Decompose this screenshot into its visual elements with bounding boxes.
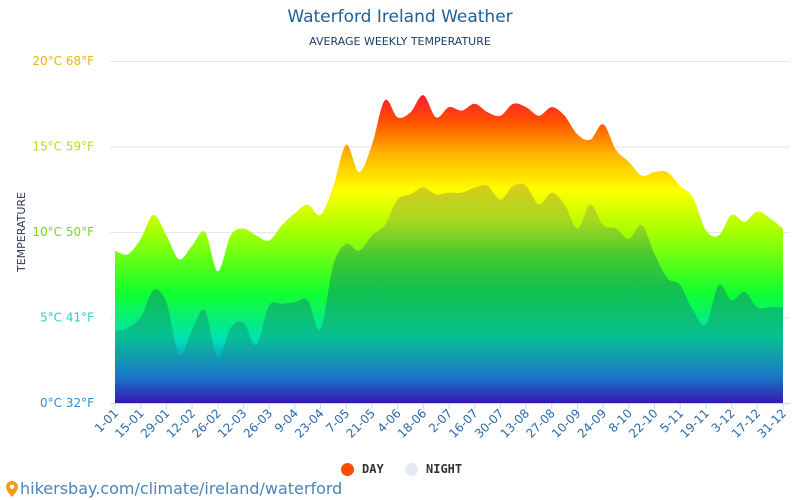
x-tick-label: 26-03	[241, 406, 276, 441]
x-tick-label: 18-06	[395, 406, 430, 441]
night-series-area	[115, 183, 783, 403]
x-tick-label: 21-05	[343, 406, 378, 441]
legend-day[interactable]: DAY	[341, 462, 384, 476]
y-tick-label: 10°C 50°F	[32, 225, 94, 239]
y-tick-label: 15°C 59°F	[32, 140, 94, 154]
x-tick-label: 23-04	[292, 406, 327, 441]
legend-night-label: NIGHT	[426, 462, 463, 476]
map-pin-icon	[6, 480, 18, 497]
x-axis: 1-0115-0129-0112-0226-0212-0326-039-0423…	[92, 403, 789, 441]
y-tick-label: 0°C 32°F	[40, 396, 94, 410]
y-axis: 0°C 32°F 5°C 41°F 10°C 50°F 15°C 59°F 20°C 6…	[32, 54, 94, 410]
y-axis-label: TEMPERATURE	[15, 192, 28, 273]
legend-day-label: DAY	[362, 462, 384, 476]
y-tick-label: 20°C 68°F	[32, 54, 94, 68]
x-tick-label: 22-10	[626, 406, 661, 441]
night-legend-marker	[405, 462, 418, 476]
legend-night[interactable]: NIGHT	[405, 462, 462, 476]
chart-title: Waterford Ireland Weather	[287, 7, 513, 27]
x-tick-label: 31-12	[755, 406, 790, 441]
chart-subtitle: AVERAGE WEEKLY TEMPERATURE	[309, 35, 491, 48]
y-tick-label: 5°C 41°F	[40, 311, 94, 325]
source-link[interactable]: hikersbay.com/climate/ireland/waterford	[6, 479, 342, 498]
x-tick-label: 19-11	[677, 406, 712, 441]
x-tick-label: 24-09	[575, 406, 610, 441]
day-legend-marker	[341, 462, 354, 476]
source-url: hikersbay.com/climate/ireland/waterford	[20, 479, 343, 498]
temperature-chart: 0°C 32°F 5°C 41°F 10°C 50°F 15°C 59°F 20°C 6…	[15, 54, 790, 441]
